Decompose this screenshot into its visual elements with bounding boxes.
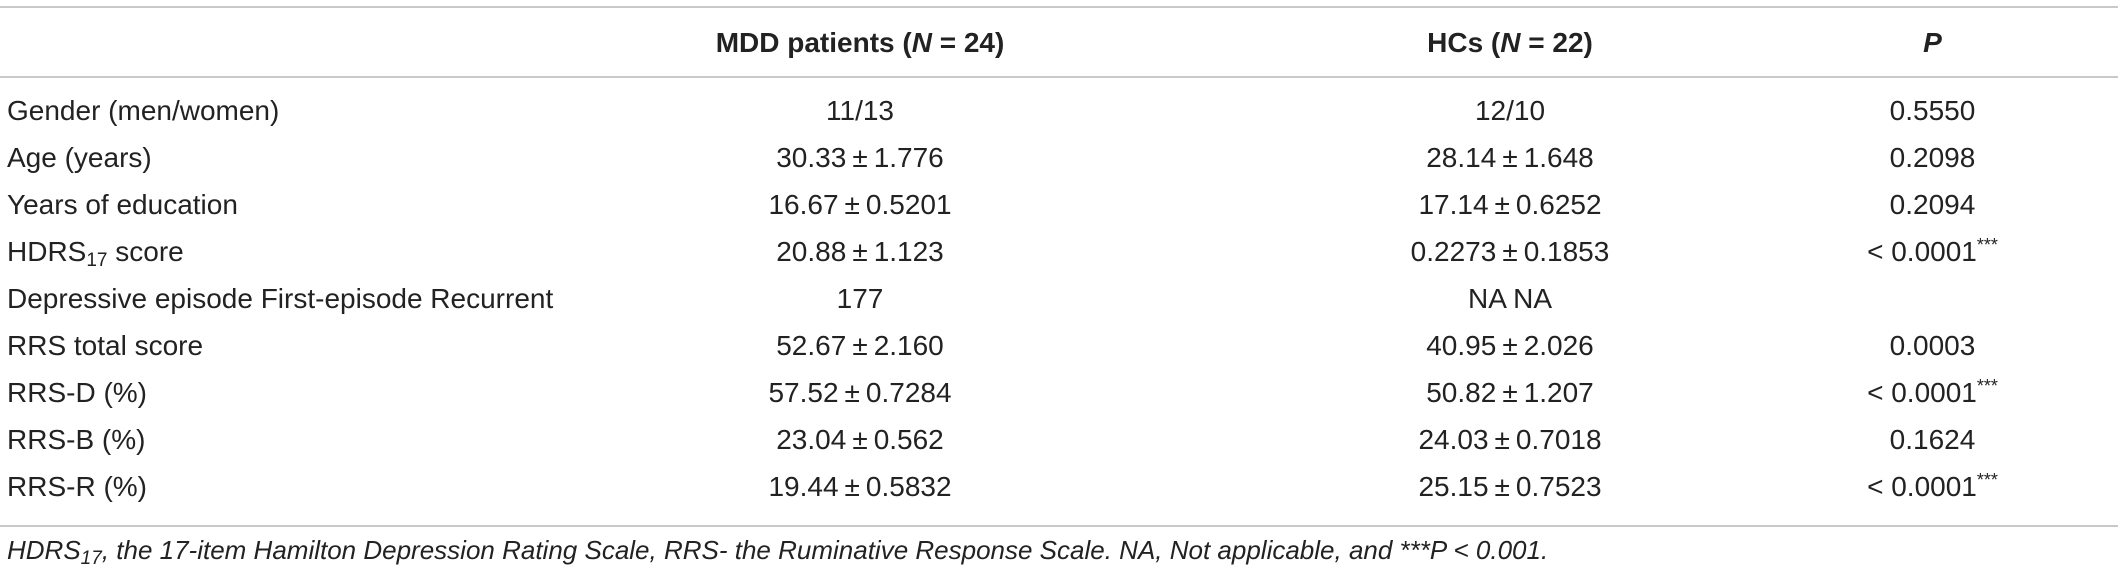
p-value: 0.0003 <box>1889 330 1976 361</box>
top-rule <box>0 6 2118 8</box>
table-row-rrs-b: RRS-B (%) 23.04 ±0.562 24.03 ±0.7018 0.162… <box>0 416 2118 463</box>
mdd-value: 177 <box>836 283 884 314</box>
table-row-education: Years of education 16.67 ±0.5201 17.14 ±0.… <box>0 181 2118 228</box>
mdd-value: 23.04 ±0.562 <box>776 424 944 455</box>
p-value: 0.2094 <box>1889 189 1976 220</box>
p-value: < 0.0001*** <box>1867 470 1998 502</box>
row-label: Depressive episode First-episode Recurre… <box>7 283 554 314</box>
table-row-depressive-episode: Depressive episode First-episode Recurre… <box>0 275 2118 322</box>
hc-value: 40.95 ±2.026 <box>1426 330 1594 361</box>
row-label: RRS-R (%) <box>7 471 147 502</box>
header-p: P <box>1923 27 1942 58</box>
mdd-value: 57.52 ±0.7284 <box>768 377 952 408</box>
table-row-rrs-total: RRS total score 52.67 ±2.160 40.95 ±2.026 … <box>0 322 2118 369</box>
mdd-value: 16.67 ±0.5201 <box>768 189 952 220</box>
hc-value: 12/10 <box>1474 95 1546 126</box>
table-footnote: HDRS17, the 17-item Hamilton Depression … <box>7 535 1549 569</box>
p-value: < 0.0001*** <box>1867 376 1998 408</box>
row-label: Years of education <box>7 189 238 220</box>
row-label: RRS total score <box>7 330 204 361</box>
table-row-gender: Gender (men/women) 11/13 12/10 0.5550 <box>0 87 2118 134</box>
header-rule <box>0 76 2118 78</box>
p-value: 0.5550 <box>1889 95 1976 126</box>
row-label: Gender (men/women) <box>7 95 280 126</box>
mdd-value: 30.33 ±1.776 <box>776 142 944 173</box>
row-label: RRS-B (%) <box>7 424 146 455</box>
hc-value: 28.14 ±1.648 <box>1426 142 1594 173</box>
row-label: RRS-D (%) <box>7 377 147 408</box>
p-value: 0.1624 <box>1889 424 1976 455</box>
hc-value: 25.15 ±0.7523 <box>1418 471 1602 502</box>
table-row-age: Age (years) 30.33 ±1.776 28.14 ±1.648 0.20… <box>0 134 2118 181</box>
row-label: Age (years) <box>7 142 152 173</box>
table-row-rrs-d: RRS-D (%) 57.52 ±0.7284 50.82 ±1.207 < 0.0… <box>0 369 2118 416</box>
hc-value: 24.03 ±0.7018 <box>1418 424 1602 455</box>
header-row: MDD patients (N = 24) HCs (N = 22) P <box>0 19 2118 66</box>
table-row-hdrs17: HDRS17 score 20.88 ±1.123 0.2273 ±0.1853 <… <box>0 228 2118 275</box>
header-mdd: MDD patients (N = 24) <box>715 27 1005 58</box>
table-row-rrs-r: RRS-R (%) 19.44 ±0.5832 25.15 ±0.7523 < 0.… <box>0 463 2118 510</box>
header-hc: HCs (N = 22) <box>1427 27 1593 58</box>
hc-value: 17.14 ±0.6252 <box>1418 189 1602 220</box>
hc-value: NA NA <box>1467 283 1553 314</box>
hc-value: 0.2273 ±0.1853 <box>1410 236 1610 267</box>
row-label: HDRS17 score <box>7 236 184 271</box>
p-value: 0.2098 <box>1889 142 1976 173</box>
mdd-value: 20.88 ±1.123 <box>776 236 944 267</box>
bottom-rule <box>0 525 2118 527</box>
hc-value: 50.82 ±1.207 <box>1426 377 1594 408</box>
mdd-value: 19.44 ±0.5832 <box>768 471 952 502</box>
mdd-value: 52.67 ±2.160 <box>776 330 944 361</box>
p-value: < 0.0001*** <box>1867 235 1998 267</box>
mdd-value: 11/13 <box>826 95 894 126</box>
